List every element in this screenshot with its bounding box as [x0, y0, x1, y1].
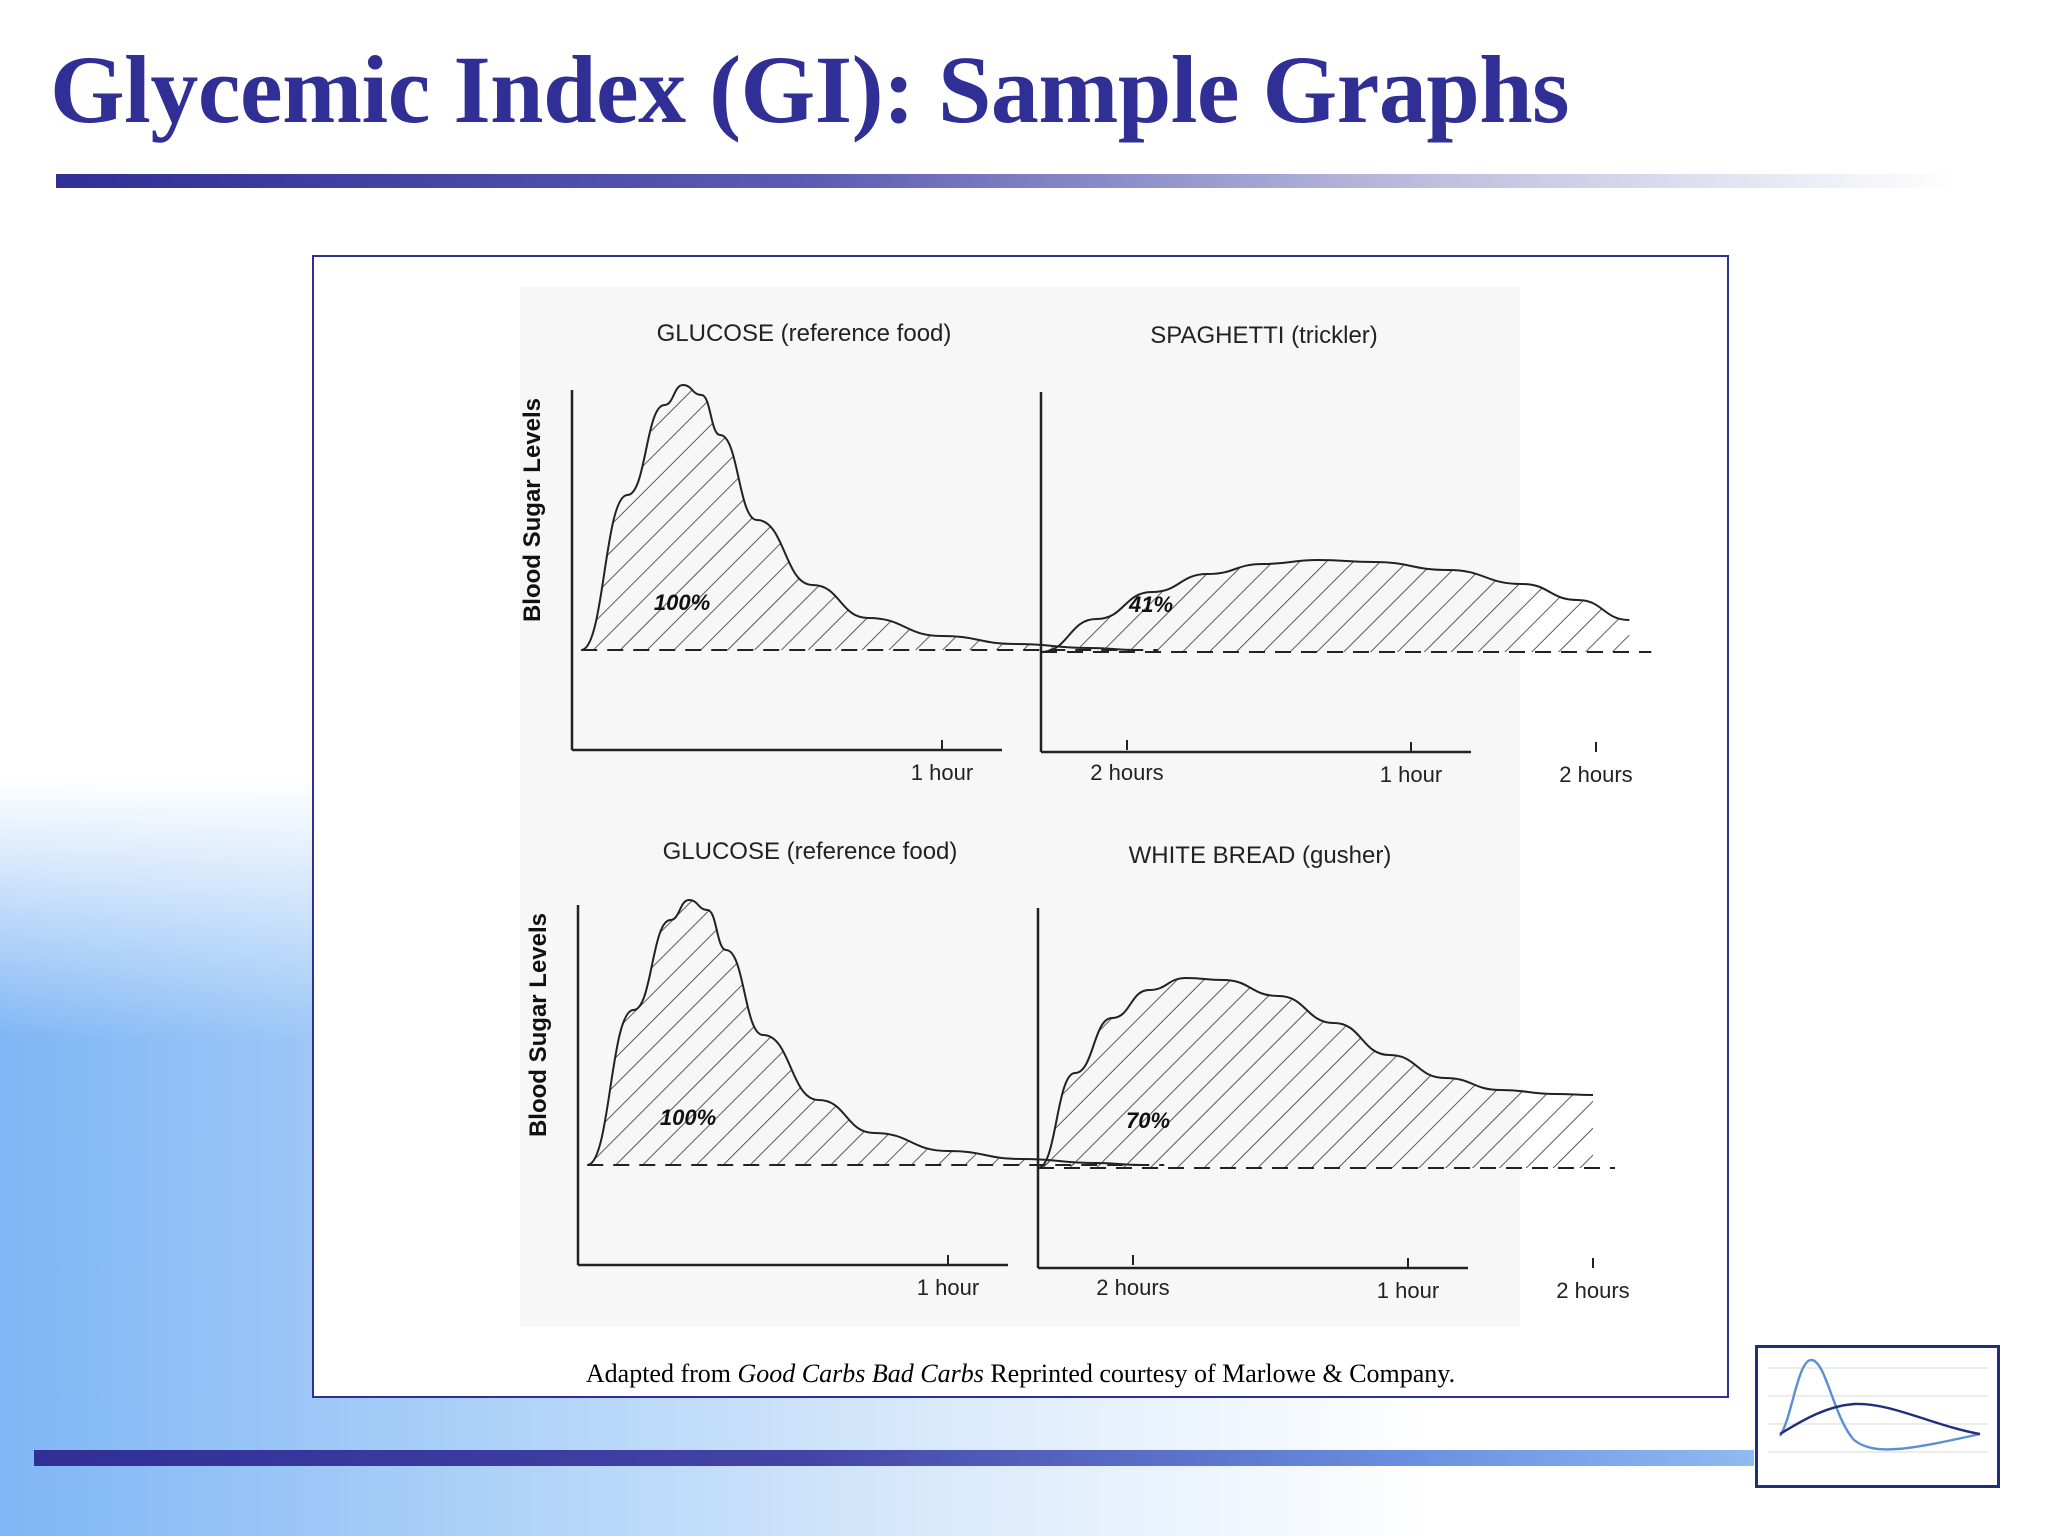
caption-prefix: Adapted from — [585, 1359, 738, 1388]
bottom-rule — [34, 1450, 1754, 1466]
panel-title: GLUCOSE (reference food) — [657, 320, 952, 347]
chart-panel-4: WHITE BREAD (gusher) 1 hour 2 hours 70% — [1036, 842, 1630, 1303]
title-rule — [56, 174, 1956, 188]
response-curve — [1037, 976, 1594, 1169]
x-tick-label: 2 hours — [1559, 762, 1632, 787]
glycemic-curve-thumbnail-icon — [1755, 1345, 2000, 1488]
chart-panel-3: GLUCOSE (reference food) Blood Sugar Leve… — [525, 838, 1170, 1300]
response-curve — [580, 383, 1137, 651]
x-tick-label: 2 hours — [1556, 1278, 1629, 1303]
area-percent-label: 100% — [660, 1105, 716, 1130]
x-tick-label: 1 hour — [1377, 1278, 1439, 1303]
panel-title: WHITE BREAD (gusher) — [1129, 842, 1392, 869]
hatched-area — [1041, 560, 1630, 652]
hatched-area — [587, 900, 1143, 1165]
response-curve — [1040, 558, 1630, 653]
caption-book-title: Good Carbs Bad Carbs — [737, 1359, 984, 1388]
panel-title: GLUCOSE (reference food) — [663, 838, 958, 865]
x-tick-label: 1 hour — [917, 1275, 979, 1300]
area-percent-label: 100% — [654, 590, 710, 615]
y-axis-label: Blood Sugar Levels — [519, 398, 546, 622]
area-percent-label: 41% — [1128, 592, 1173, 617]
x-tick-label: 2 hours — [1096, 1275, 1169, 1300]
x-tick-label: 1 hour — [911, 760, 973, 785]
slide-title: Glycemic Index (GI): Sample Graphs — [50, 36, 1569, 143]
figure-frame: GLUCOSE (reference food) Blood Sugar Leve… — [312, 255, 1729, 1398]
y-axis-label: Blood Sugar Levels — [525, 913, 552, 1137]
figure-caption: Adapted from Good Carbs Bad Carbs Reprin… — [314, 1359, 1727, 1389]
chart-panel-2: SPAGHETTI (trickler) 1 hour 2 hours 41% — [1039, 322, 1652, 787]
x-tick-label: 1 hour — [1380, 762, 1442, 787]
x-tick-label: 2 hours — [1090, 760, 1163, 785]
panel-title: SPAGHETTI (trickler) — [1150, 322, 1378, 349]
chart-panel-1: GLUCOSE (reference food) Blood Sugar Leve… — [519, 320, 1164, 785]
caption-suffix: Reprinted courtesy of Marlowe & Company. — [983, 1359, 1456, 1388]
hatched-area — [1038, 978, 1593, 1168]
glycemic-charts: GLUCOSE (reference food) Blood Sugar Leve… — [519, 320, 1652, 1303]
response-curve — [586, 898, 1143, 1166]
hatched-area — [581, 385, 1137, 650]
thumbnail-chart-icon — [1768, 1358, 1988, 1453]
area-percent-label: 70% — [1126, 1108, 1170, 1133]
